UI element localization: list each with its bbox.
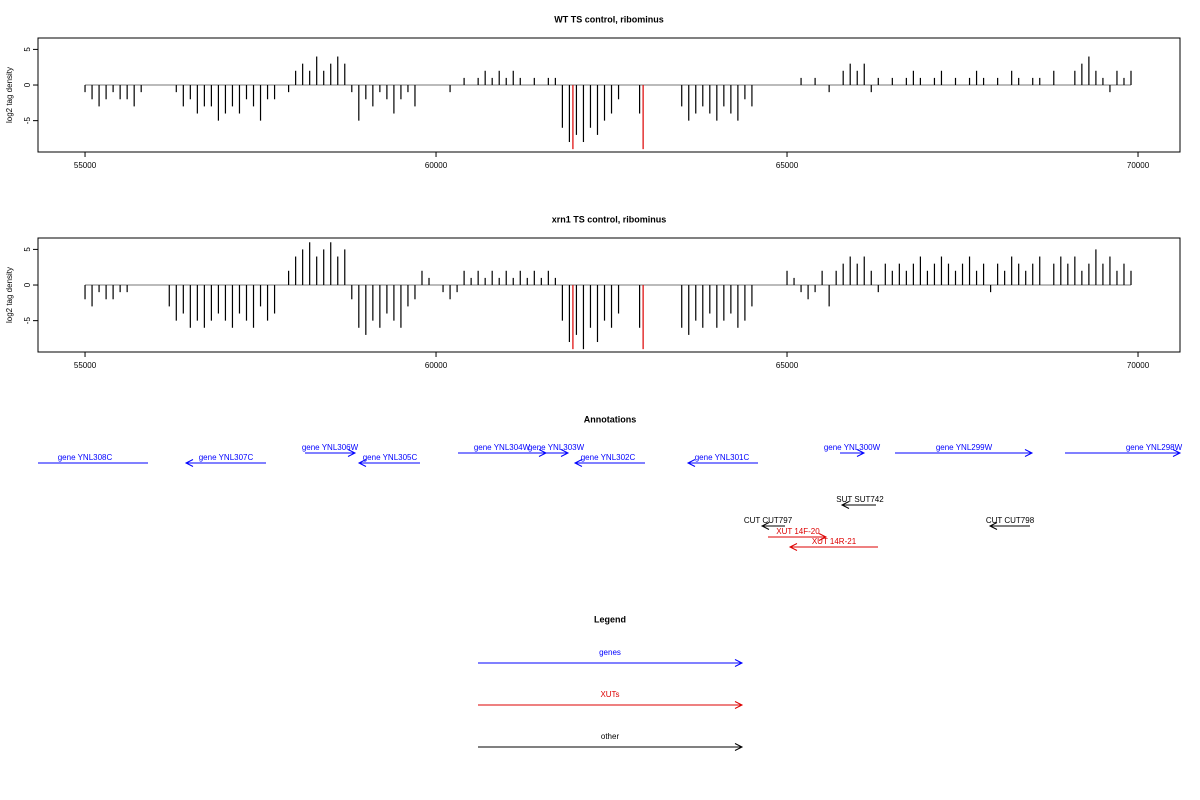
feature-label: gene YNL306W: [302, 443, 359, 452]
feature-label: gene YNL301C: [695, 453, 750, 462]
y-axis-label: log2 tag density: [5, 267, 14, 323]
plot-frame: [37, 237, 1181, 353]
feature-label: XUT 14F-20: [776, 527, 820, 536]
feature-arrow-head: [347, 449, 357, 457]
feature-label: CUT CUT797: [744, 516, 793, 525]
feature-label: SUT SUT742: [836, 495, 884, 504]
y-tick-label: -5: [23, 117, 32, 125]
feature-arrow-head: [788, 543, 798, 551]
legend-label: XUTs: [600, 690, 619, 699]
chart-title: xrn1 TS control, ribominus: [552, 214, 667, 224]
feature-arrow-head: [686, 459, 696, 467]
y-tick-label: 5: [23, 247, 32, 252]
feature-arrow-head: [1024, 449, 1034, 457]
chart-title: WT TS control, ribominus: [554, 14, 664, 24]
feature-label: gene YNL302C: [581, 453, 636, 462]
x-tick-label: 70000: [1127, 161, 1150, 170]
feature-arrow-head: [840, 501, 850, 509]
legend-title: Legend: [594, 614, 626, 624]
y-tick-label: -5: [23, 317, 32, 325]
x-tick-label: 65000: [776, 161, 799, 170]
legend-label: genes: [599, 648, 621, 657]
x-tick-label: 55000: [74, 161, 97, 170]
feature-label: gene YNL304W: [474, 443, 531, 452]
y-axis-label: log2 tag density: [5, 67, 14, 123]
legend-arrow-head: [734, 659, 744, 667]
feature-arrow-head: [1172, 449, 1182, 457]
feature-label: gene YNL305C: [363, 453, 418, 462]
feature-label: XUT 14R-21: [812, 537, 857, 546]
y-tick-label: 0: [23, 282, 32, 287]
feature-arrow-head: [988, 522, 998, 530]
feature-label: CUT CUT798: [986, 516, 1035, 525]
feature-arrow-head: [357, 459, 367, 467]
feature-arrow-head: [184, 459, 194, 467]
feature-label: gene YNL307C: [199, 453, 254, 462]
feature-label: gene YNL300W: [824, 443, 881, 452]
x-tick-label: 65000: [776, 361, 799, 370]
feature-label: gene YNL308C: [58, 453, 113, 462]
feature-label: gene YNL303W: [528, 443, 585, 452]
feature-arrow-head: [818, 533, 828, 541]
legend-label: other: [601, 732, 620, 741]
feature-arrow-head: [560, 449, 570, 457]
feature-arrow-head: [760, 522, 770, 530]
y-tick-label: 0: [23, 82, 32, 87]
x-tick-label: 70000: [1127, 361, 1150, 370]
plot-frame: [37, 37, 1181, 153]
legend-arrow-head: [734, 743, 744, 751]
feature-label: gene YNL298W: [1126, 443, 1183, 452]
x-tick-label: 60000: [425, 161, 448, 170]
x-tick-label: 60000: [425, 361, 448, 370]
feature-label: gene YNL299W: [936, 443, 993, 452]
feature-arrow-head: [573, 459, 583, 467]
feature-arrow-head: [856, 449, 866, 457]
annotations-title: Annotations: [584, 414, 637, 424]
legend-arrow-head: [734, 701, 744, 709]
x-tick-label: 55000: [74, 361, 97, 370]
y-tick-label: 5: [23, 47, 32, 52]
